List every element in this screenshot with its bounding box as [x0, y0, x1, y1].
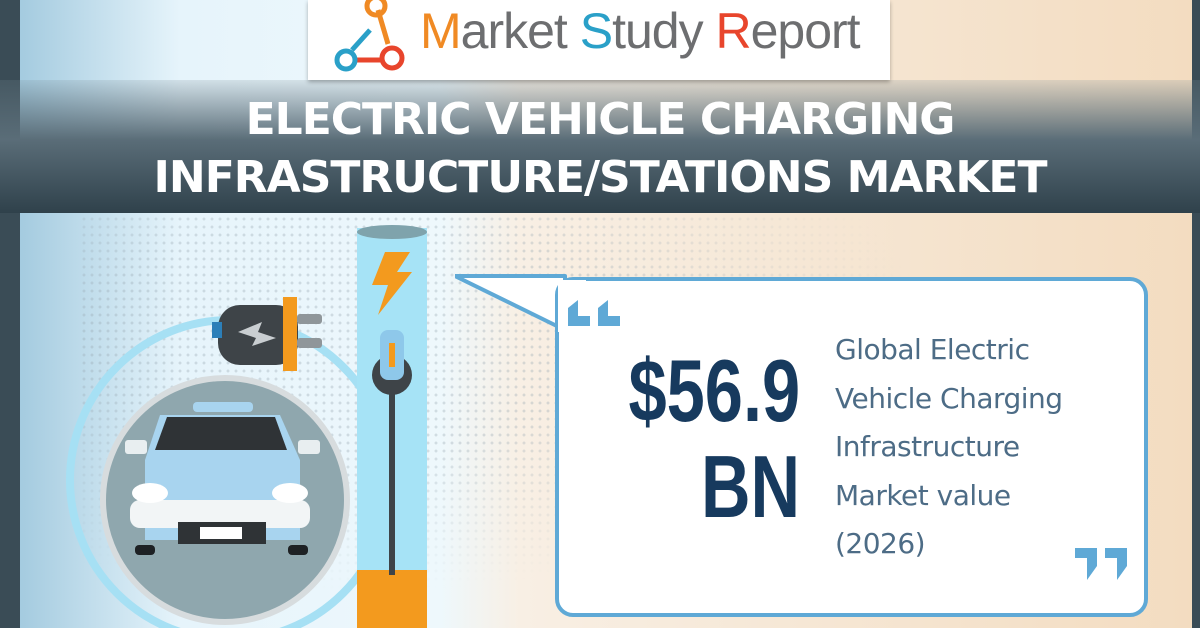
logo-molecule-icon	[334, 0, 405, 72]
charging-station-icon	[357, 225, 427, 628]
stat-description: Global Electric Vehicle Charging Infrast…	[835, 326, 1063, 569]
desc-line: (2026)	[835, 527, 926, 560]
logo: Market Study Report	[308, 0, 890, 80]
title-line-2: INFRASTRUCTURE/STATIONS MARKET	[153, 152, 1048, 203]
title-line-1: ELECTRIC VEHICLE CHARGING	[245, 94, 956, 145]
desc-line: Vehicle Charging	[835, 381, 1063, 415]
desc-line: Market value	[835, 478, 1011, 512]
desc-line: Global Electric	[835, 333, 1030, 366]
stat-value-block: $56.9 BN	[600, 340, 800, 540]
stat-bubble	[555, 277, 1148, 617]
desc-line: Infrastructure	[835, 430, 1020, 463]
lightning-icon	[372, 252, 412, 315]
ev-illustration	[66, 225, 427, 628]
stat-value: $56.9	[628, 341, 800, 440]
title-banner: ELECTRIC VEHICLE CHARGING INFRASTRUCTURE…	[0, 80, 1200, 213]
car-icon	[100, 375, 350, 625]
logo-text: Market Study Report	[420, 3, 861, 59]
plug-icon	[212, 297, 322, 371]
quote-open-icon	[568, 300, 620, 326]
quote-close-icon	[1075, 548, 1127, 580]
stat-unit: BN	[700, 437, 800, 536]
right-border	[1192, 0, 1200, 628]
